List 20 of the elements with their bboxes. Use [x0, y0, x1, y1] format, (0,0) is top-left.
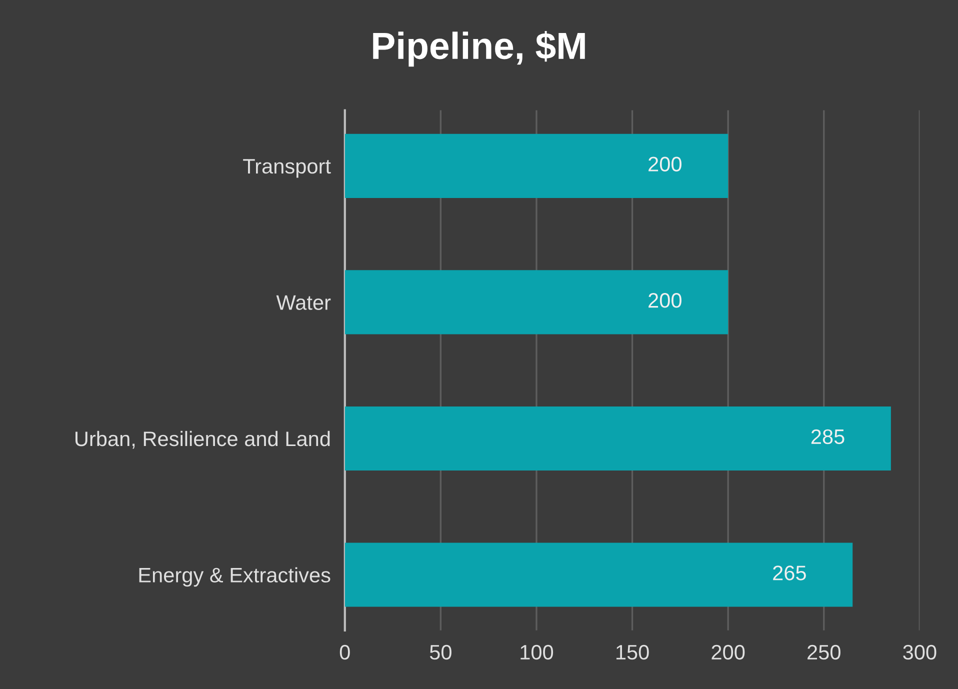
- data-label: 265: [773, 566, 806, 580]
- data-label: 200: [648, 293, 682, 308]
- y-tick-label: Transport: [243, 159, 331, 178]
- bar: [344, 542, 853, 607]
- y-tick-label: Urban, Resilience and Land: [76, 430, 330, 449]
- bar: [344, 406, 891, 471]
- data-label: 200: [648, 156, 682, 172]
- x-tick-label: 200: [712, 644, 745, 660]
- x-tick-label: 150: [616, 644, 649, 660]
- x-tick-label: 250: [808, 644, 840, 660]
- y-tick-label: Energy & Extractives: [139, 567, 330, 587]
- chart-title: Pipeline, $M: [373, 31, 585, 67]
- bar: [344, 270, 728, 334]
- bar: [344, 134, 728, 198]
- x-tick-label: 0: [340, 644, 350, 660]
- y-tick-label: Water: [276, 295, 331, 310]
- x-tick-label: 100: [520, 644, 554, 660]
- x-tick-label: 50: [430, 644, 452, 660]
- data-label: 285: [811, 429, 844, 444]
- x-tick-label: 300: [903, 644, 936, 660]
